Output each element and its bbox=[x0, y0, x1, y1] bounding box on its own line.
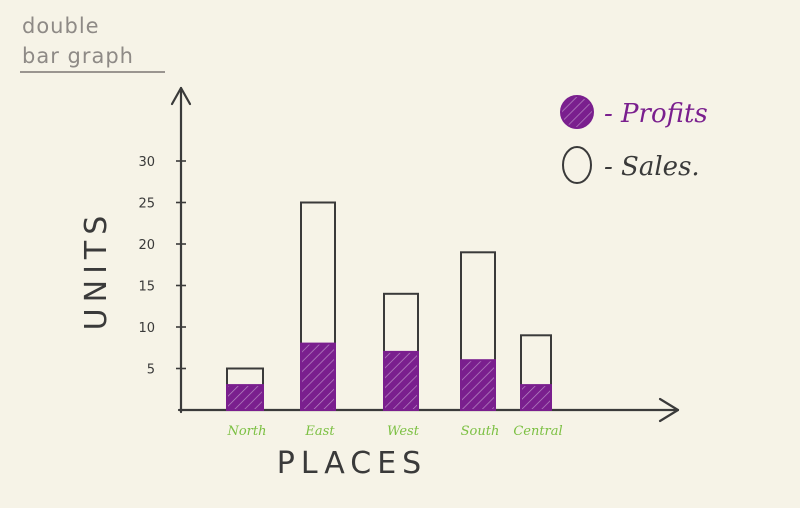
profits-bar-west bbox=[383, 350, 419, 411]
legend-sales-swatch bbox=[562, 146, 592, 184]
y-tick-label: 10 bbox=[138, 321, 155, 336]
x-axis-arrow bbox=[658, 397, 680, 423]
title-underline bbox=[20, 71, 165, 73]
category-label-west: West bbox=[387, 424, 420, 439]
y-tick-label: 25 bbox=[138, 197, 155, 212]
bars bbox=[226, 201, 552, 412]
profits-bar-east bbox=[300, 342, 336, 412]
category-label-central: Central bbox=[513, 424, 562, 439]
profits-bar-north bbox=[226, 384, 264, 412]
legend-profits-label: - Profits bbox=[604, 99, 708, 129]
y-axis-title: UNITS bbox=[79, 210, 114, 331]
legend-sales-label: - Sales. bbox=[604, 152, 700, 182]
y-tick-label: 20 bbox=[138, 238, 155, 253]
labels: UNITS PLACES North East West South Central bbox=[79, 210, 563, 481]
legend-profits-swatch bbox=[560, 95, 594, 129]
y-tick-label: 30 bbox=[138, 155, 155, 170]
y-axis-arrow bbox=[170, 86, 192, 106]
y-tick-label: 15 bbox=[138, 280, 155, 295]
x-axis-title: PLACES bbox=[277, 446, 427, 481]
chart-title-line-2: bar graph bbox=[22, 44, 134, 68]
category-label-south: South bbox=[461, 424, 500, 439]
profits-bar-south bbox=[460, 359, 496, 412]
profits-bar-central bbox=[520, 384, 552, 412]
y-tick-label: 5 bbox=[147, 363, 155, 378]
category-label-north: North bbox=[226, 424, 266, 439]
legend: - Profits - Sales. bbox=[560, 95, 708, 184]
chart-title-line-1: double bbox=[22, 14, 100, 38]
category-label-east: East bbox=[304, 424, 335, 439]
